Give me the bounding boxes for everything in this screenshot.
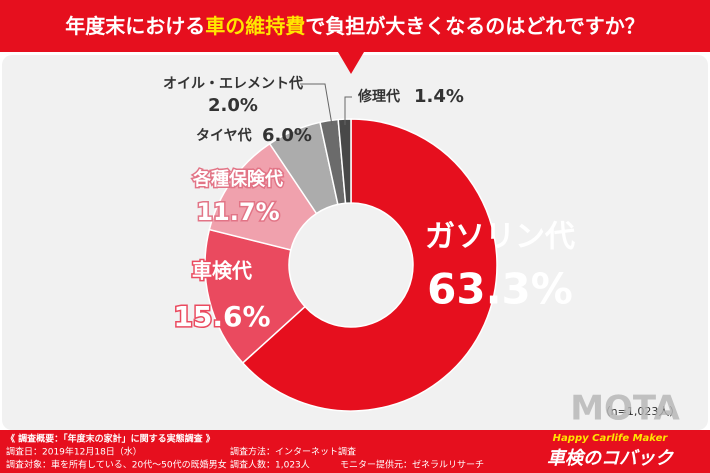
slice-label: 修理代	[357, 88, 400, 105]
footer-item: 調査方法：インターネット調査	[230, 446, 356, 458]
leader-line	[300, 83, 333, 126]
banner-pointer	[338, 52, 364, 74]
title-part: で負担が大きくなるのはどれですか？	[305, 14, 644, 38]
slice-label: オイル・エレメント代	[163, 75, 303, 92]
value-label: 6.0%	[262, 125, 312, 146]
tagline: Happy Carlife Maker	[553, 433, 669, 444]
slice	[241, 118, 498, 412]
footer-item: モニター提供元：ゼネラルリサーチ	[340, 459, 484, 471]
leader-line	[344, 96, 352, 125]
slice-label: 各種保険代	[192, 168, 283, 190]
value-label: 2.0%	[208, 95, 258, 116]
value-label: 15.6%	[173, 300, 270, 333]
slice	[204, 228, 307, 364]
logo: MOTA	[570, 389, 680, 429]
title-highlight: 車の維持費	[205, 14, 305, 38]
sample-note: （n=1,023人）	[600, 405, 681, 418]
chart-title: 年度末における車の維持費で負担が大きくなるのはどれですか？	[65, 14, 644, 38]
value-label: 63.3%	[427, 265, 573, 314]
slice-label: ガソリン代	[425, 220, 575, 255]
value-label: 11.7%	[196, 198, 279, 226]
title-part: 年度末における	[65, 14, 205, 38]
title-banner	[0, 0, 710, 52]
value-label: 1.4%	[414, 86, 464, 107]
slice	[337, 118, 352, 205]
footer-band	[0, 430, 710, 473]
footer-heading: 《 調査概要：「年度末の家計」に関する実態調査 》	[6, 433, 215, 445]
footer-item: 調査人数：1,023人	[230, 459, 310, 471]
slice-label: タイヤ代	[196, 127, 252, 144]
slice-label: 車検代	[192, 259, 252, 283]
footer-item: 調査対象：車を所有している、20代〜50代の既婚男女	[6, 459, 227, 471]
brand: 車検のコバック	[547, 448, 675, 469]
panel	[2, 55, 708, 430]
footer-item: 調査日：2019年12月18日（水）	[6, 446, 142, 458]
